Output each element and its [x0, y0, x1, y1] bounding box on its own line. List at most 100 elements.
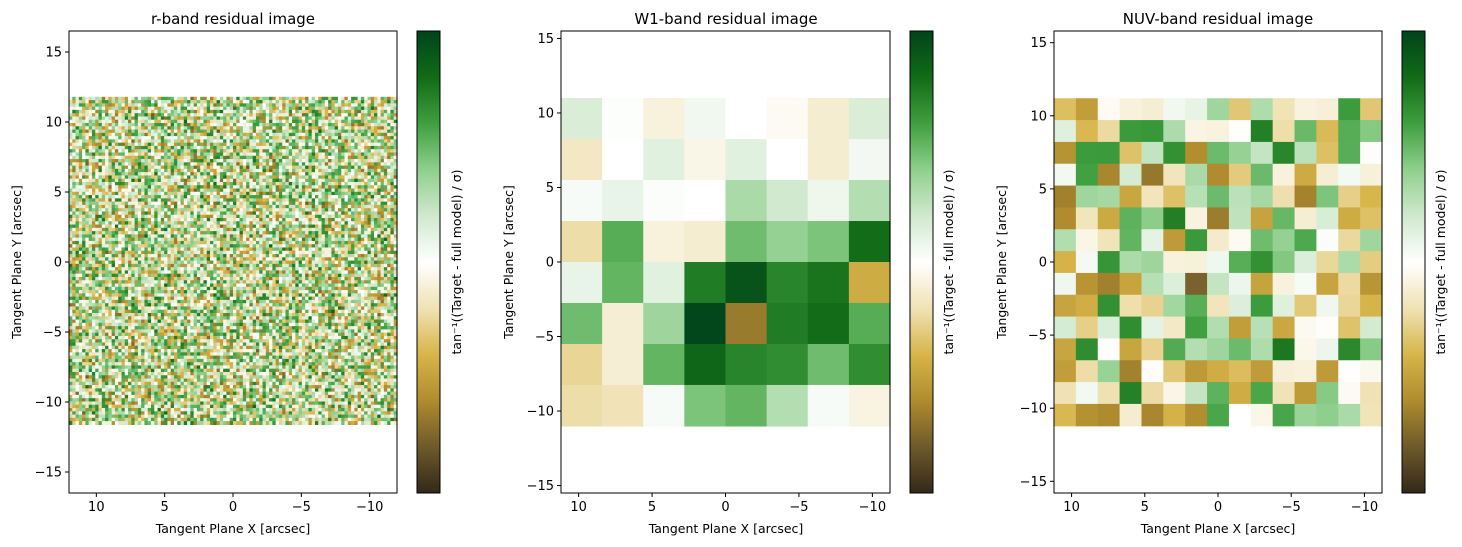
heatmap-cell [272, 100, 277, 104]
heatmap-cell [219, 247, 224, 252]
heatmap-cell [298, 113, 303, 118]
heatmap-cell [190, 221, 195, 226]
heatmap-cell [360, 119, 365, 124]
heatmap-cell [328, 136, 332, 140]
heatmap-cell [269, 198, 273, 203]
heatmap-cell [278, 218, 283, 222]
heatmap-cell [173, 221, 178, 226]
heatmap-cell [111, 198, 116, 203]
heatmap-cell [190, 247, 195, 252]
heatmap-cell [193, 96, 198, 101]
heatmap-cell [288, 237, 293, 242]
heatmap-cell [91, 96, 96, 101]
heatmap-cell [374, 208, 378, 213]
heatmap-cell [226, 139, 231, 144]
heatmap-cell [210, 211, 214, 216]
heatmap-cell [69, 96, 73, 101]
heatmap-cell [249, 109, 254, 114]
heatmap-cell [154, 195, 159, 199]
heatmap-cell [357, 237, 362, 242]
heatmap-cell [275, 188, 280, 193]
heatmap-cell [151, 185, 155, 190]
heatmap-cell [331, 204, 336, 209]
heatmap-cell [210, 237, 214, 242]
heatmap-cell [269, 224, 273, 229]
heatmap-cell [75, 240, 80, 245]
heatmap-cell [282, 188, 287, 193]
heatmap-cell [351, 191, 355, 196]
heatmap-cell [370, 234, 375, 239]
heatmap-cell [72, 250, 77, 255]
heatmap-cell [157, 211, 162, 216]
heatmap-cell [364, 113, 369, 118]
heatmap-cell [229, 204, 234, 209]
heatmap-cell [183, 240, 188, 245]
heatmap-cell [196, 165, 201, 170]
heatmap-cell [367, 165, 372, 170]
heatmap-cell [278, 181, 283, 186]
heatmap-cell [98, 231, 103, 235]
heatmap-cell [114, 165, 119, 170]
heatmap-cell [173, 211, 178, 216]
heatmap-cell [331, 119, 336, 124]
heatmap-cell [78, 139, 83, 144]
heatmap-cell [288, 155, 293, 160]
heatmap-cell [321, 237, 326, 242]
heatmap-cell [337, 231, 342, 235]
heatmap-cell [72, 237, 77, 242]
heatmap-cell [193, 145, 198, 150]
heatmap-cell [137, 224, 142, 229]
heatmap-cell [259, 201, 264, 206]
heatmap-cell [216, 191, 221, 196]
heatmap-cell [295, 142, 300, 147]
heatmap-cell [364, 106, 369, 111]
heatmap-cell [278, 175, 283, 180]
heatmap-cell [390, 96, 395, 101]
heatmap-cell [357, 149, 362, 154]
heatmap-cell [164, 145, 168, 150]
heatmap-cell [167, 181, 172, 186]
heatmap-cell [377, 181, 382, 186]
heatmap-cell [233, 234, 237, 239]
heatmap-cell [124, 106, 129, 111]
heatmap-cell [324, 208, 329, 213]
heatmap-cell [236, 218, 241, 222]
heatmap-cell [275, 231, 280, 235]
heatmap-cell [190, 149, 195, 154]
heatmap-cell [292, 254, 296, 258]
heatmap-cell [105, 172, 109, 177]
heatmap-cell [157, 185, 162, 190]
heatmap-cell [252, 257, 257, 262]
heatmap-cell [367, 237, 372, 242]
heatmap-cell [367, 142, 372, 147]
heatmap-cell [105, 198, 109, 203]
heatmap-cell [278, 106, 283, 111]
heatmap-cell [351, 145, 355, 150]
heatmap-cell [285, 201, 290, 206]
heatmap-cell [390, 152, 395, 157]
heatmap-cell [249, 172, 254, 177]
heatmap-cell [292, 96, 296, 101]
heatmap-cell [318, 113, 323, 118]
heatmap-cell [360, 106, 365, 111]
heatmap-cell [111, 244, 116, 249]
heatmap-cell [354, 247, 359, 252]
heatmap-cell [180, 145, 185, 150]
heatmap-cell [255, 152, 260, 157]
heatmap-cell [223, 218, 228, 222]
heatmap-cell [219, 119, 224, 124]
heatmap-cell [128, 185, 132, 190]
heatmap-cell [324, 159, 329, 163]
heatmap-cell [233, 113, 237, 118]
heatmap-cell [114, 139, 119, 144]
heatmap-cell [88, 132, 93, 137]
heatmap-cell [98, 149, 103, 154]
heatmap-cell [206, 123, 211, 127]
heatmap-cell [354, 136, 359, 140]
heatmap-cell [383, 116, 388, 121]
heatmap-cell [85, 113, 90, 118]
heatmap-cell [301, 204, 306, 209]
heatmap-cell [328, 172, 332, 177]
heatmap-cell [164, 119, 168, 124]
heatmap-cell [275, 191, 280, 196]
